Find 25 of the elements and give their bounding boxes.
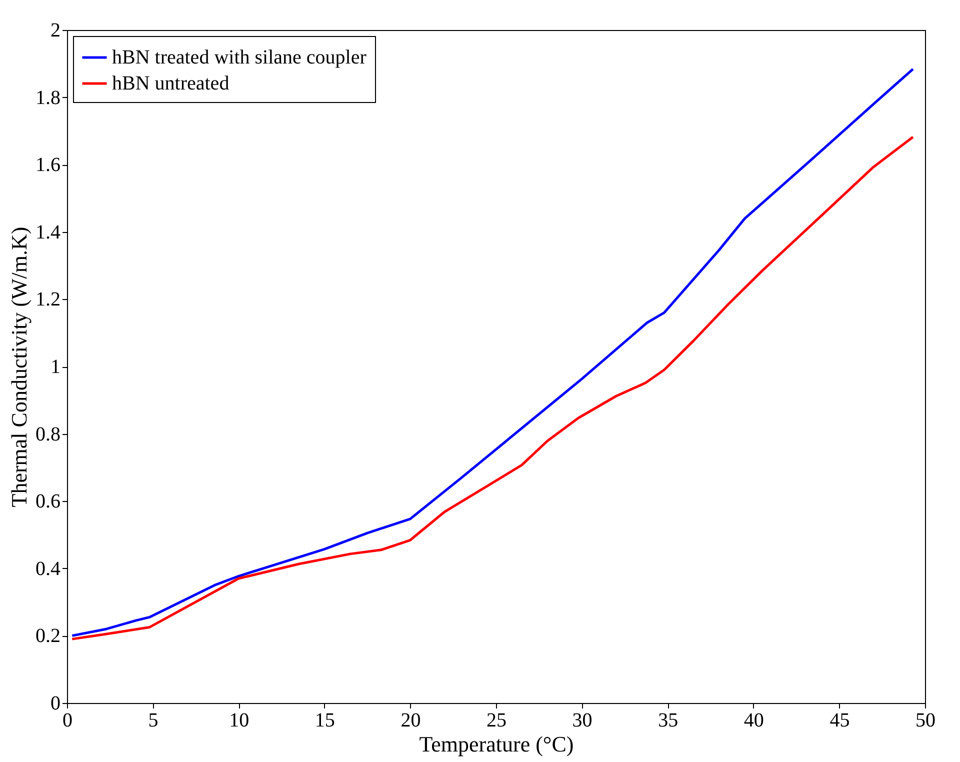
- y-tick-label: 2: [50, 20, 60, 42]
- y-axis-title: Thermal Conductivity (W/m.K): [6, 226, 32, 508]
- y-tick-label: 0.4: [36, 558, 60, 580]
- y-tick-label: 1.4: [36, 221, 60, 244]
- y-tick-label: 0: [50, 692, 60, 714]
- x-tick-label: 30: [572, 710, 592, 732]
- x-tick-label: 20: [400, 710, 421, 732]
- x-tick-label: 50: [916, 710, 936, 732]
- x-axis-title: Temperature (°C): [419, 732, 574, 756]
- x-tick-label: 40: [744, 710, 764, 732]
- y-tick-label: 0.6: [36, 490, 60, 513]
- x-tick-label: 10: [229, 710, 250, 732]
- x-tick-label: 35: [658, 710, 678, 732]
- y-tick-label: 0.2: [36, 625, 60, 648]
- y-tick-label: 1.6: [36, 154, 60, 176]
- y-tick-label: 1.2: [36, 288, 60, 311]
- legend-label: hBN treated with silane coupler: [112, 46, 367, 68]
- y-tick-label: 1: [50, 356, 60, 378]
- x-tick-label: 25: [486, 710, 506, 732]
- x-tick-label: 45: [830, 710, 850, 732]
- legend-label: hBN untreated: [112, 72, 230, 94]
- y-tick-label: 1.8: [36, 86, 60, 109]
- x-tick-label: 15: [314, 710, 335, 732]
- x-tick-label: 5: [148, 710, 158, 732]
- y-tick-label: 0.8: [36, 423, 60, 446]
